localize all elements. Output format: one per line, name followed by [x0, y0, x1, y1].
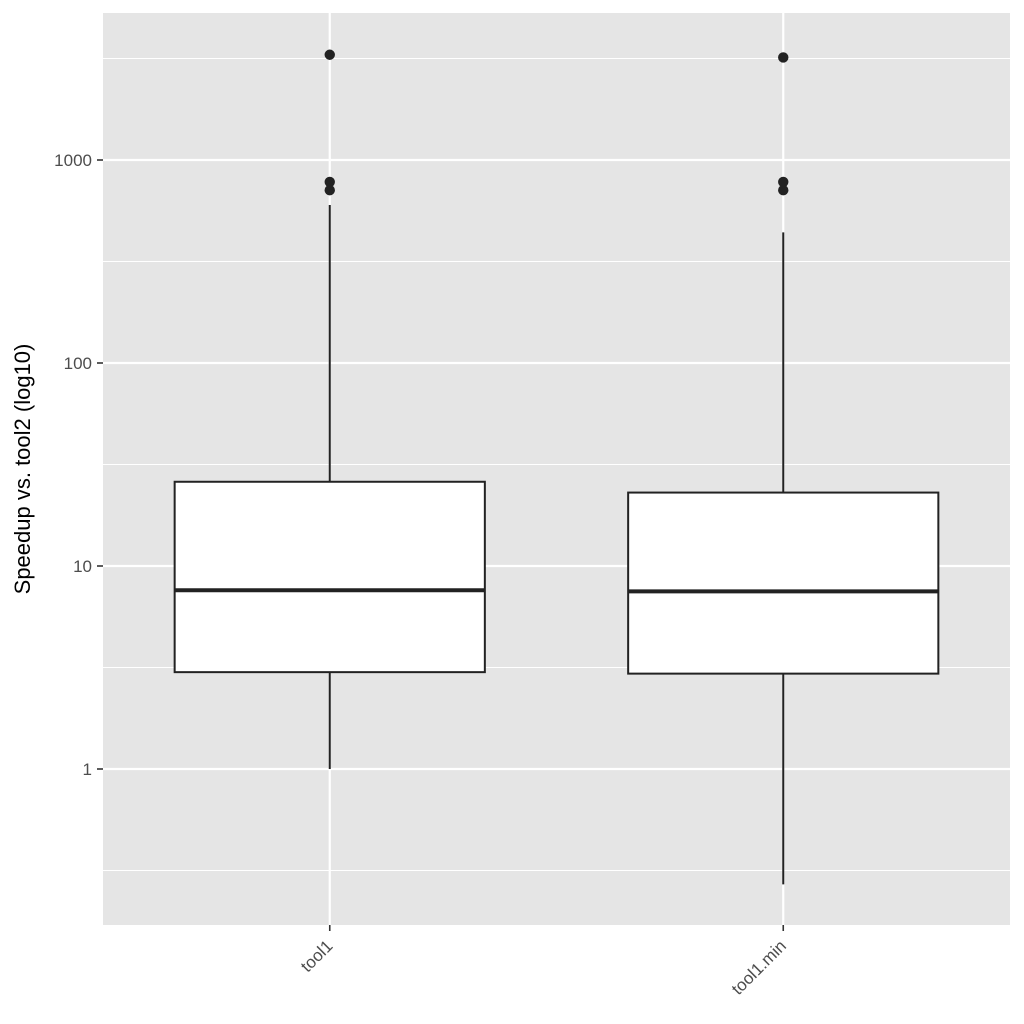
box-tool1.min: [627, 52, 940, 885]
outlier-point: [778, 184, 789, 196]
x-axis: tool1 tool1.min: [297, 925, 790, 999]
y-tick-label: 100: [64, 354, 92, 373]
outlier-point: [778, 52, 789, 63]
box-tool1: [173, 49, 486, 769]
outlier-point: [778, 176, 789, 188]
y-tick-label: 1000: [54, 151, 92, 170]
y-axis: 1 10 100 1000: [54, 151, 103, 779]
outlier-point: [324, 49, 335, 60]
boxes-layer: [173, 49, 940, 885]
y-tick-label: 10: [73, 557, 92, 576]
y-axis-title: Speedup vs. tool2 (log10): [10, 344, 35, 595]
x-tick-label: tool1: [297, 936, 337, 976]
iqr-box: [173, 480, 486, 674]
outlier-point: [324, 184, 335, 196]
x-tick-label: tool1.min: [728, 936, 790, 998]
iqr-box: [627, 491, 940, 675]
outlier-point: [324, 176, 335, 188]
plot-panel: [103, 13, 1010, 925]
y-tick-label: 1: [83, 760, 92, 779]
